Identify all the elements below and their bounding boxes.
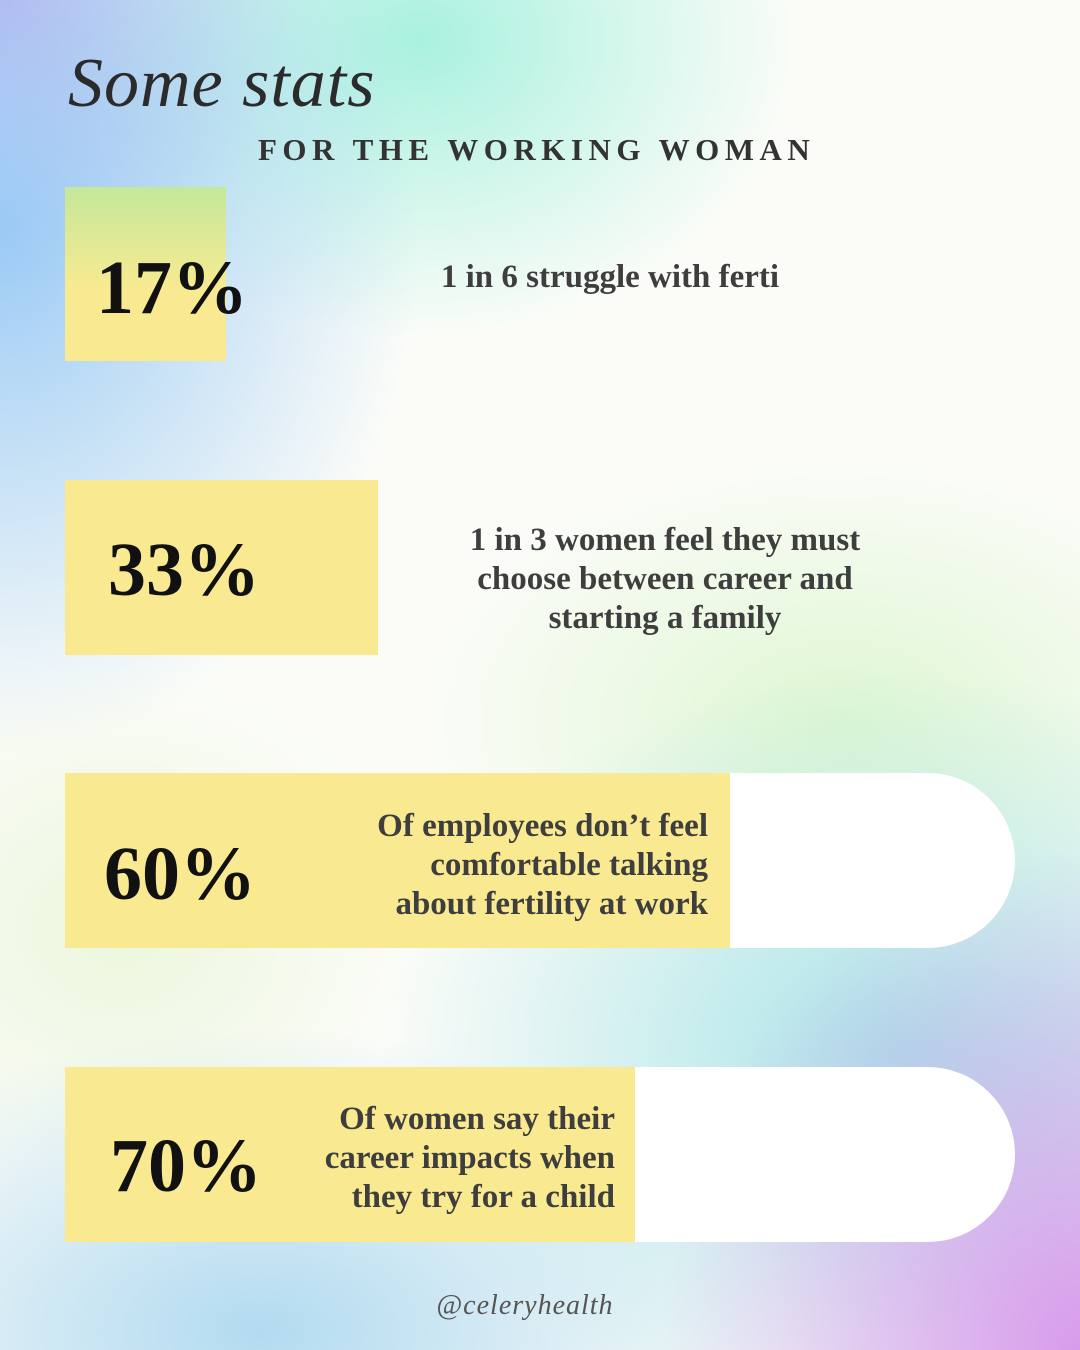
stat-box (65, 187, 226, 361)
stat-percent: 70% (110, 1124, 262, 1208)
stat-text: Of employees don’t feel comfortable talki… (300, 807, 708, 924)
stat-text-line: starting a family (548, 600, 782, 636)
stat-text-line: about fertility at work (395, 886, 708, 922)
title: Some stats (68, 45, 376, 122)
stat-percent: 33% (108, 528, 260, 612)
handle: @celeryhealth (436, 1290, 614, 1321)
stat-text-line: choose between career and (477, 561, 853, 597)
stat-box (65, 480, 378, 655)
stat-text: 1 in 6 struggle with ferti (380, 258, 840, 297)
stat-percent: 17% (96, 246, 248, 330)
stat-text-line: career impacts when (324, 1140, 615, 1176)
stat-box (65, 1067, 635, 1242)
stat-text: Of women say their career impacts when the… (250, 1100, 615, 1217)
stat-box (65, 773, 730, 948)
stat-text-line: comfortable talking (430, 847, 708, 883)
subtitle: FOR THE WORKING WOMAN (258, 132, 816, 167)
stat-text-line: Of women say their (339, 1101, 615, 1137)
stat-text-line: they try for a child (351, 1179, 615, 1215)
stat-text-line: 1 in 3 women feel they must (469, 522, 861, 558)
stat-percent: 60% (104, 832, 256, 916)
stat-text: 1 in 3 women feel they must choose betwee… (415, 521, 915, 638)
stat-text-line: Of employees don’t feel (377, 808, 708, 844)
stat-text-line: 1 in 6 struggle with ferti (440, 259, 780, 295)
